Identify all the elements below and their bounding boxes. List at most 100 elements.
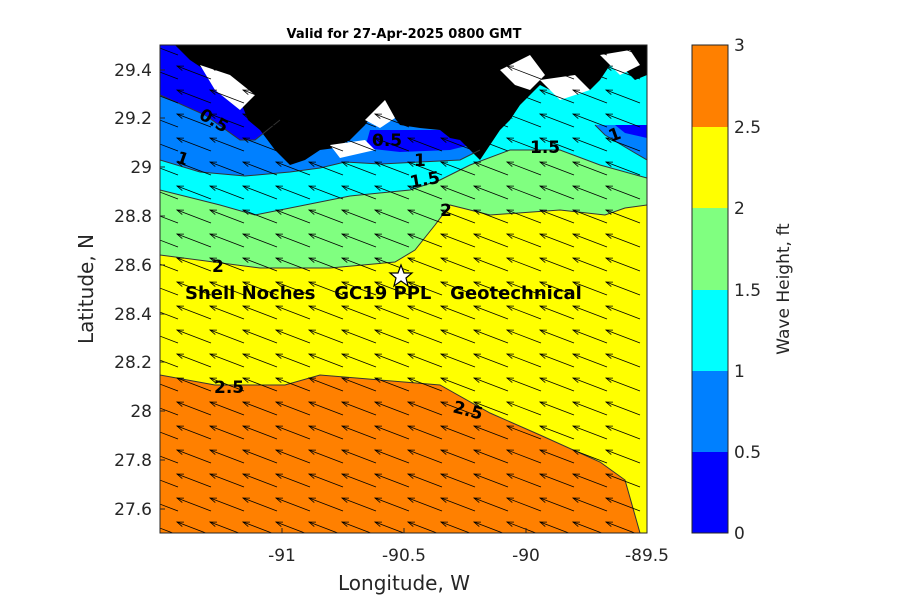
wave-arrow xyxy=(308,65,344,80)
wave-arrow xyxy=(275,113,311,128)
wave-arrowhead xyxy=(208,353,218,359)
wave-arrow xyxy=(242,233,278,248)
wave-arrow xyxy=(242,89,278,104)
wave-arrowhead xyxy=(538,329,548,335)
wave-arrowhead xyxy=(571,401,581,407)
y-tick-label: 27.8 xyxy=(114,451,152,471)
wave-arrow xyxy=(308,257,344,272)
contour-label: 1.5 xyxy=(530,138,560,158)
wave-arrow xyxy=(374,473,410,488)
wave-arrowhead xyxy=(604,161,614,167)
wave-arrowhead xyxy=(144,522,151,527)
wave-arrow xyxy=(605,401,641,416)
wave-arrow xyxy=(440,305,476,320)
wave-arrow xyxy=(473,377,509,392)
wave-arrowhead xyxy=(340,377,350,383)
wave-arrow xyxy=(176,377,212,392)
wave-arrowhead xyxy=(538,161,548,167)
wave-arrow xyxy=(539,209,575,224)
wave-arrowhead xyxy=(241,113,251,119)
wave-arrow xyxy=(341,65,377,80)
wave-arrowhead xyxy=(307,329,317,335)
wave-arrow xyxy=(160,407,179,416)
wave-direction-arrows xyxy=(144,42,641,533)
marsh-5 xyxy=(200,65,255,110)
wave-arrowhead xyxy=(505,209,515,215)
wave-arrow xyxy=(275,425,311,440)
wave-arrowhead xyxy=(406,497,416,503)
wave-arrowhead xyxy=(307,185,317,191)
wave-arrow xyxy=(183,45,212,56)
x-tick-label: -90 xyxy=(512,546,540,566)
wave-arrow xyxy=(374,65,410,80)
wave-arrowhead xyxy=(307,65,317,71)
wave-arrowhead xyxy=(571,209,581,215)
wave-arrow xyxy=(308,329,344,344)
wave-arrowhead xyxy=(439,377,449,383)
wave-arrowhead xyxy=(538,305,548,311)
wave-arrowhead xyxy=(604,233,614,239)
wave-arrowhead xyxy=(439,233,449,239)
wave-arrow xyxy=(539,329,575,344)
wave-arrowhead xyxy=(571,329,581,335)
wave-arrowhead xyxy=(373,233,383,239)
wave-arrow xyxy=(374,449,410,464)
wave-arrowhead xyxy=(505,521,515,527)
wave-arrow xyxy=(506,281,542,296)
wave-arrow xyxy=(176,185,212,200)
wave-arrow xyxy=(341,257,377,272)
wave-arrowhead xyxy=(406,425,416,431)
wave-arrowhead xyxy=(307,281,317,287)
wave-arrow xyxy=(275,161,311,176)
wave-arrowhead xyxy=(144,330,151,335)
wave-arrowhead xyxy=(505,305,515,311)
wave-arrow xyxy=(374,161,410,176)
wave-arrow xyxy=(407,185,443,200)
wave-arrowhead xyxy=(604,137,614,143)
wave-arrowhead xyxy=(175,473,185,479)
wave-arrow xyxy=(176,257,212,272)
wave-arrowhead xyxy=(439,281,449,287)
wave-arrow xyxy=(572,281,608,296)
wave-arrow xyxy=(605,233,641,248)
wave-arrow xyxy=(473,281,509,296)
wave-arrow xyxy=(605,377,641,392)
wave-arrowhead xyxy=(307,233,317,239)
wave-arrowhead xyxy=(472,161,482,167)
wave-arrowhead xyxy=(505,137,515,143)
wave-arrowhead xyxy=(439,425,449,431)
wave-arrowhead xyxy=(439,353,449,359)
colorbar-label: Wave Height, ft xyxy=(774,223,794,355)
wave-arrow xyxy=(209,161,245,176)
wave-arrow xyxy=(407,113,443,128)
wave-arrow xyxy=(374,305,410,320)
wave-arrowhead xyxy=(144,42,151,47)
contour-label: 2 xyxy=(440,201,452,221)
wave-arrow xyxy=(407,449,443,464)
wave-arrowhead xyxy=(373,521,383,527)
wave-arrowhead xyxy=(340,233,350,239)
wave-arrowhead xyxy=(439,185,449,191)
wave-arrow xyxy=(176,353,212,368)
wave-arrowhead xyxy=(406,113,416,119)
wave-arrowhead xyxy=(175,425,185,431)
wave-arrowhead xyxy=(604,449,614,455)
wave-arrowhead xyxy=(208,449,218,455)
wave-arrowhead xyxy=(274,137,284,143)
wave-arrow xyxy=(605,305,641,320)
wave-arrow xyxy=(440,257,476,272)
wave-arrowhead xyxy=(571,473,581,479)
y-axis-label: Latitude, N xyxy=(74,234,98,344)
wave-arrowhead xyxy=(604,329,614,335)
wave-arrowhead xyxy=(604,521,614,527)
wave-arrow xyxy=(341,473,377,488)
wave-arrow xyxy=(209,281,245,296)
wave-arrowhead xyxy=(274,65,284,71)
wave-arrow xyxy=(308,473,344,488)
wave-arrow xyxy=(506,329,542,344)
wave-arrowhead xyxy=(208,209,218,215)
wave-arrowhead xyxy=(571,89,581,95)
wave-arrow xyxy=(572,377,608,392)
wave-arrow xyxy=(160,431,179,440)
wave-arrow xyxy=(440,185,476,200)
